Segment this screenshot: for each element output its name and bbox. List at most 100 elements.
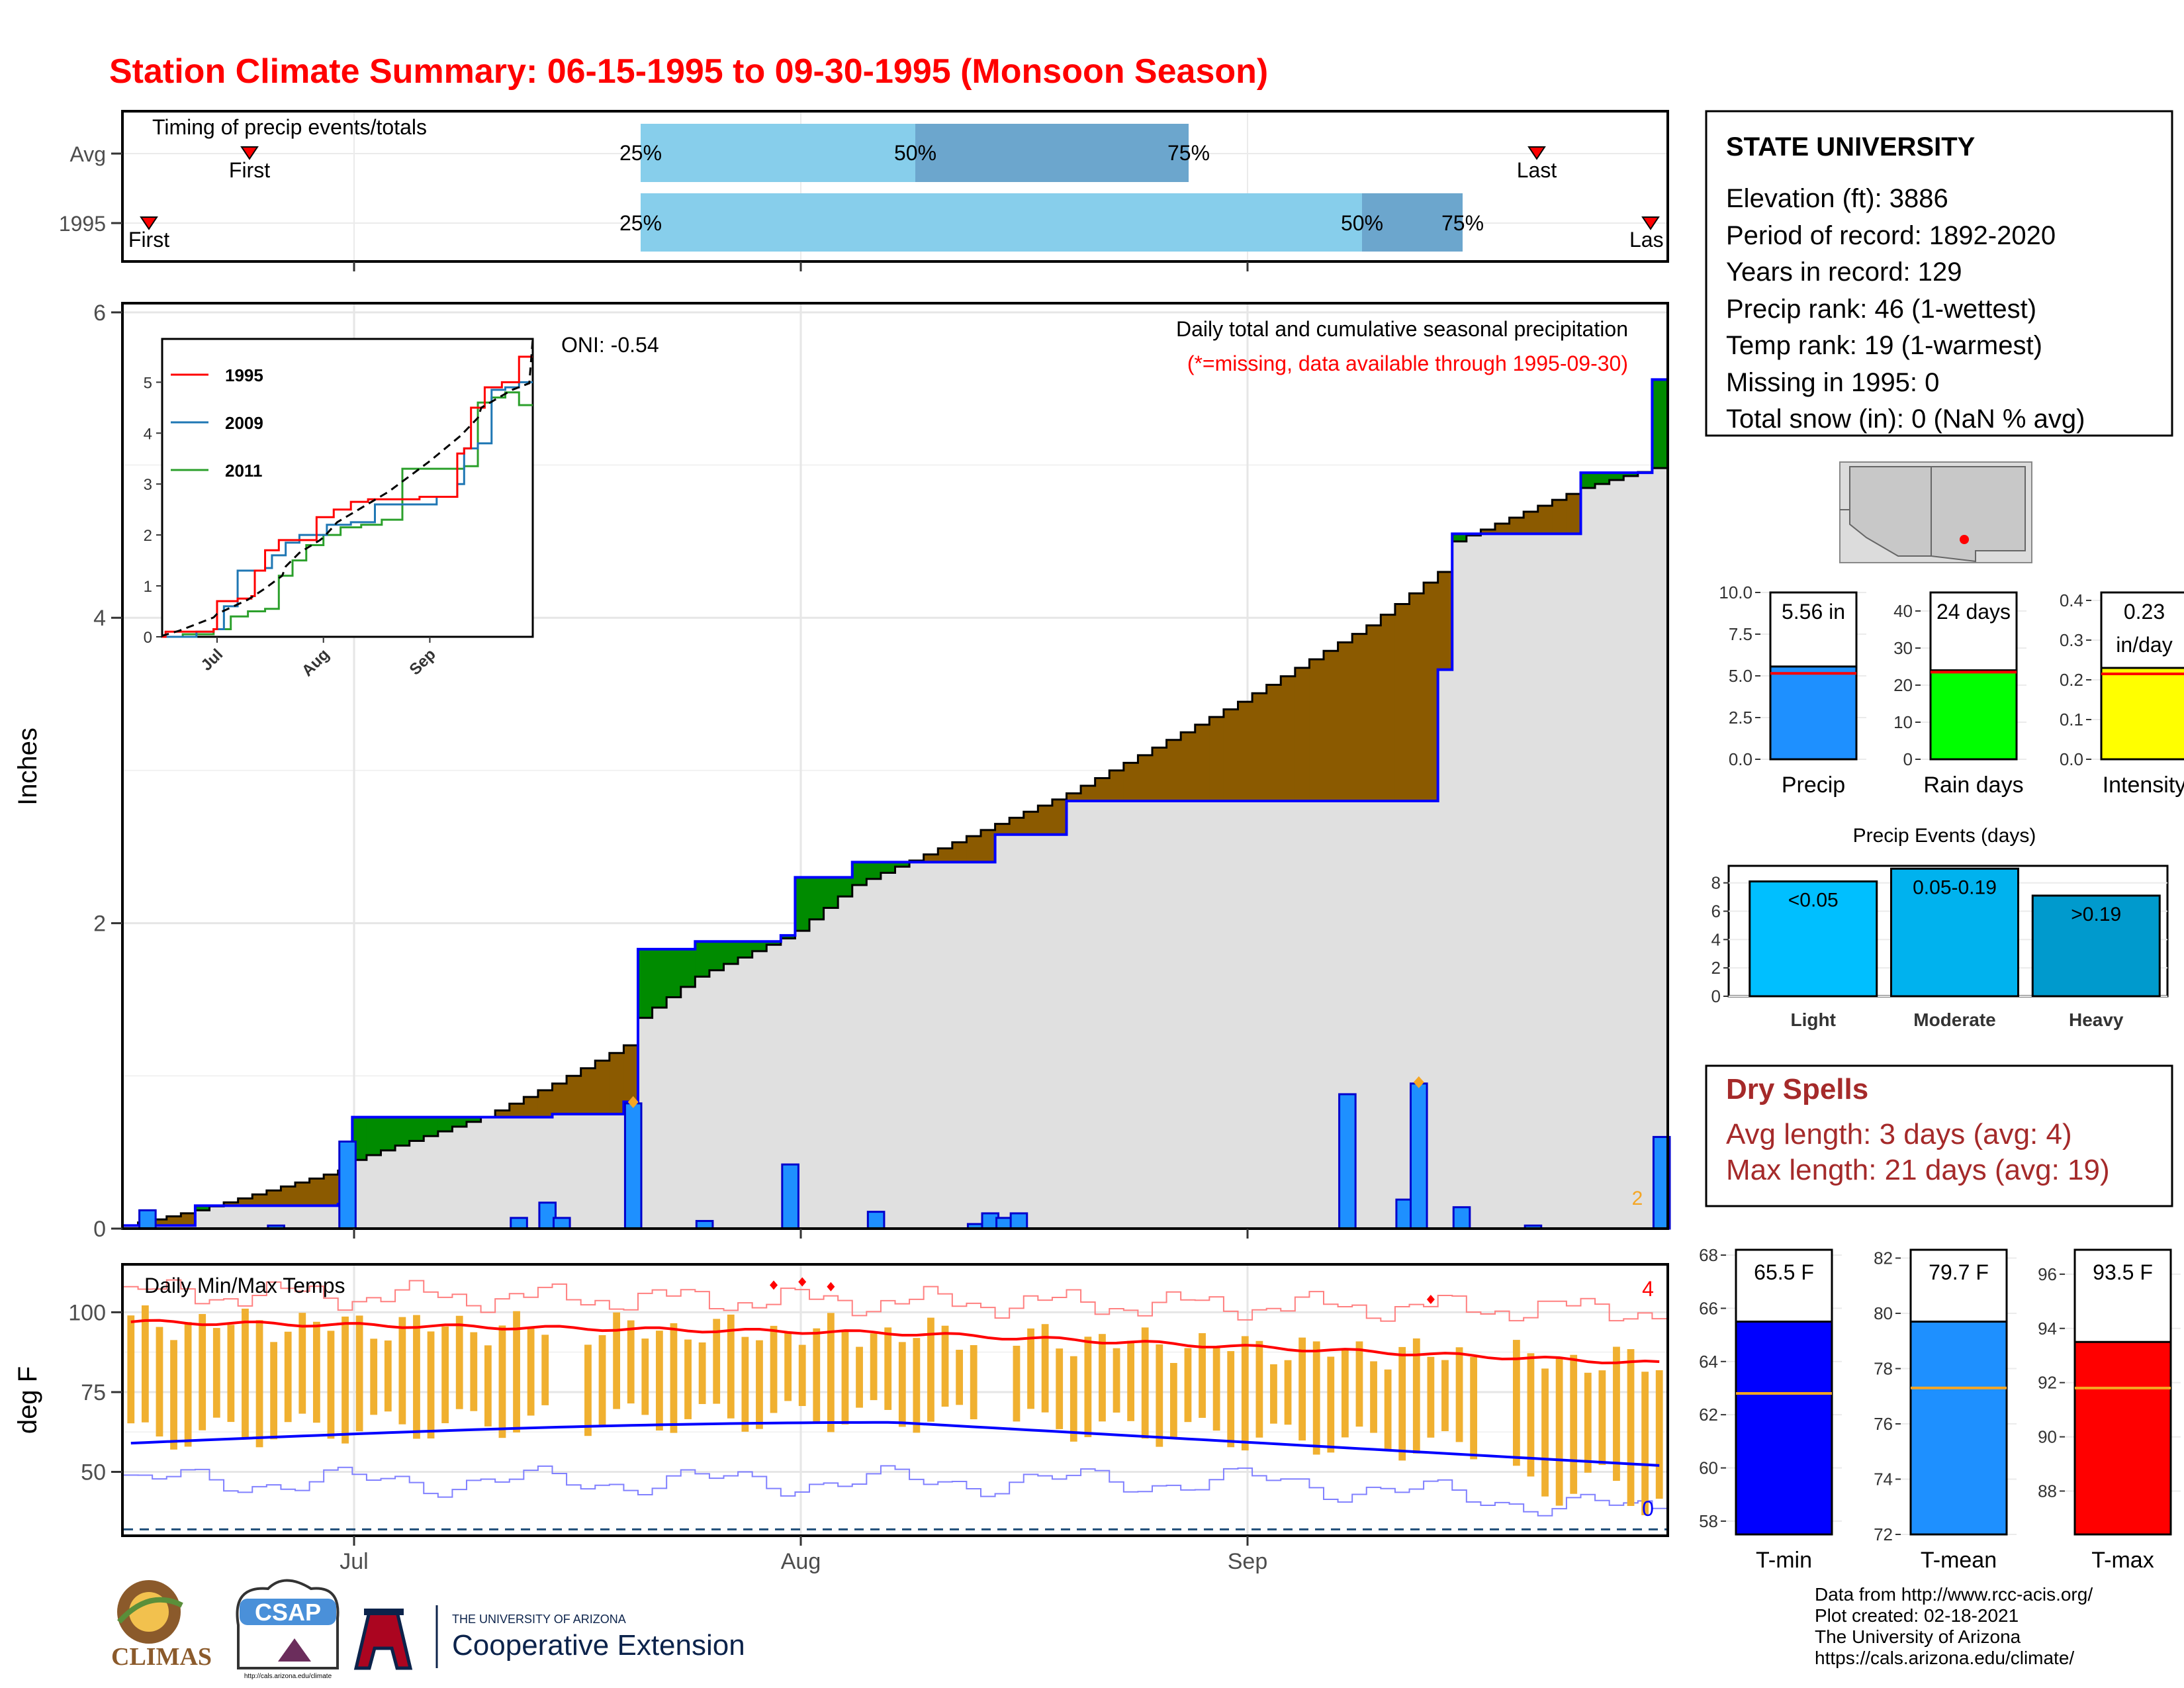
inset-ytick: 3 <box>144 476 152 494</box>
daily-temp-range-bar <box>956 1350 964 1405</box>
daily-precip-bar <box>1410 1082 1428 1230</box>
deficit-fill <box>1324 651 1339 802</box>
deficit-fill <box>1252 693 1267 802</box>
mini-value-label: in/day <box>2116 633 2172 657</box>
surplus-fill <box>452 1117 467 1127</box>
missing-count: 2 <box>1632 1188 1643 1209</box>
temp-ytick: 50 <box>81 1460 106 1485</box>
daily-precip-bar <box>553 1217 571 1230</box>
inset-ytick: 0 <box>144 629 152 647</box>
deficit-fill <box>1038 805 1053 835</box>
mini-category-label: Precip <box>1782 773 1845 798</box>
legend-2011: 2011 <box>225 461 262 481</box>
precip-ytick: 6 <box>93 301 106 326</box>
deficit-fill <box>552 1083 567 1114</box>
station-snow: Total snow (in): 0 (NaN % avg) <box>1726 404 2085 434</box>
event-category-label: Light <box>1791 1009 1836 1030</box>
inset-avg-line <box>161 338 534 637</box>
deficit-fill <box>252 1194 267 1206</box>
daily-precip-bar <box>623 1102 643 1230</box>
deficit-fill <box>1295 667 1310 802</box>
temp-category-label: T-mean <box>1921 1548 1997 1573</box>
legend-2009: 2009 <box>225 413 263 433</box>
deficit-fill <box>1480 529 1496 534</box>
daily-temp-range-bar <box>870 1333 878 1401</box>
deficit-fill <box>166 1216 181 1226</box>
station-location-dot <box>1960 535 1969 544</box>
record-high-line <box>124 1279 1666 1322</box>
timing-panel-label: Timing of precip events/totals <box>152 115 427 139</box>
y1995-q25-q50-bar <box>641 193 1362 252</box>
daily-temp-range-bar <box>841 1331 849 1425</box>
dry-spells-title: Dry Spells <box>1726 1073 1868 1105</box>
daily-temp-range-bar <box>1056 1348 1064 1429</box>
inset-series-2011 <box>162 391 533 638</box>
inset-ytick: 2 <box>144 527 152 545</box>
surplus-fill <box>195 1205 210 1211</box>
daily-temp-range-bar <box>1355 1341 1363 1427</box>
mini-category-label: Intensity <box>2103 773 2184 798</box>
daily-temp-range-bar <box>427 1331 435 1439</box>
mini-ytick: 40 <box>1893 601 1913 621</box>
daily-temp-range-bar <box>1241 1336 1249 1451</box>
daily-temp-range-bar <box>1541 1368 1549 1497</box>
deficit-fill <box>295 1182 310 1206</box>
deficit-fill <box>1266 684 1281 802</box>
avg-cumulative-area <box>124 468 1666 1229</box>
deficit-fill <box>266 1190 282 1206</box>
temp-value-bar <box>1909 1321 2008 1536</box>
deficit-fill <box>1066 793 1081 802</box>
csap-url: http://cals.arizona.edu/climate <box>244 1673 332 1680</box>
avg-q50-q75-bar <box>915 124 1189 182</box>
daily-temp-range-bar <box>441 1326 449 1423</box>
daily-temp-range-bar <box>1584 1372 1592 1473</box>
daily-temp-range-bar <box>242 1308 249 1438</box>
daily-temp-range-bar <box>1255 1340 1263 1438</box>
temp-value-label: 65.5 F <box>1754 1260 1814 1284</box>
daily-temp-range-bar <box>513 1311 520 1432</box>
daily-temp-range-bar <box>856 1346 863 1408</box>
inset-ytick: 1 <box>144 578 152 596</box>
temp-label: Daily Min/Max Temps <box>144 1274 345 1297</box>
mini-ytick: 0.1 <box>2060 710 2083 729</box>
events-ytick: 2 <box>1711 958 1721 978</box>
deficit-fill <box>1081 785 1096 802</box>
surplus-fill <box>880 862 896 873</box>
deficit-fill <box>938 848 953 863</box>
temp-bar-ytick: 60 <box>1699 1458 1718 1478</box>
daily-temp-range-bar <box>1113 1348 1120 1413</box>
event-range-label: >0.19 <box>2071 904 2121 925</box>
surplus-fill <box>1452 534 1467 541</box>
surplus-fill <box>809 877 825 919</box>
avg-q25-label: 25% <box>619 141 662 165</box>
record-high-count: 4 <box>1642 1277 1654 1301</box>
daily-temp-range-bar <box>684 1339 692 1419</box>
daily-temp-range-bar <box>941 1325 949 1407</box>
mini-ytick: 0 <box>1903 749 1913 769</box>
deficit-fill <box>1209 717 1224 802</box>
precip-panel: 0 2 4 6 Inches ONI: -0.54 Daily total and c… <box>13 301 1671 1242</box>
avg-q25-q50-bar <box>641 124 915 182</box>
surplus-fill <box>381 1117 396 1150</box>
daily-temp-range-bar <box>484 1345 492 1427</box>
footer-line-2: Plot created: 02-18-2021 <box>1815 1605 2019 1626</box>
daily-temp-range-bar <box>370 1338 378 1415</box>
daily-temp-range-bar <box>212 1328 220 1418</box>
surplus-fill <box>638 949 653 1018</box>
deficit-fill <box>567 1076 582 1114</box>
daily-temp-range-bar <box>1427 1356 1435 1438</box>
event-bar-heavy <box>2031 894 2161 998</box>
footer-line-3: The University of Arizona <box>1815 1626 2021 1647</box>
deficit-fill <box>1552 500 1567 534</box>
ua-small-text: THE UNIVERSITY OF ARIZONA <box>452 1613 626 1626</box>
daily-temp-range-bar <box>541 1335 549 1405</box>
daily-temp-range-bar <box>1013 1345 1021 1422</box>
deficit-fill <box>1095 778 1110 802</box>
avg-q50-label: 50% <box>894 141 936 165</box>
station-precip-rank: Precip rank: 46 (1-wettest) <box>1726 295 2036 324</box>
daily-temp-range-bar <box>1227 1351 1235 1448</box>
mini-value-bar <box>1769 665 1858 761</box>
deficit-fill <box>523 1097 539 1117</box>
surplus-fill <box>652 949 667 1008</box>
daily-temp-range-bar <box>884 1327 892 1410</box>
